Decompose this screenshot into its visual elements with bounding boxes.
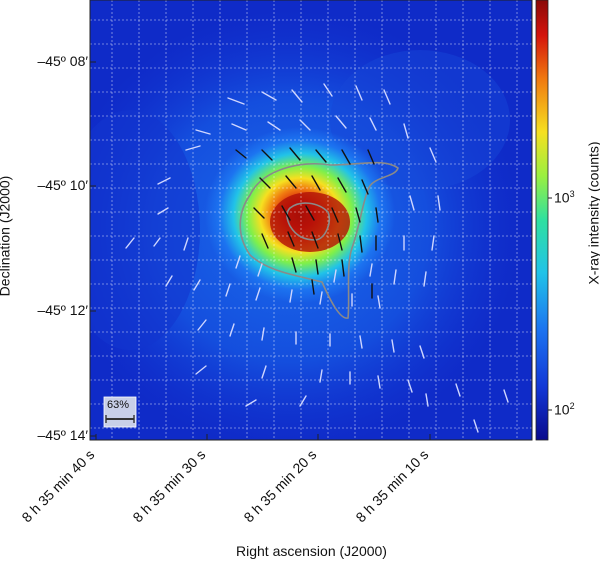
y-axis-label: Declination (J2000) <box>0 175 13 297</box>
ytick-label: –45º 14′ <box>37 427 88 443</box>
colorbar-label: X-ray intensity (counts) <box>585 141 600 285</box>
colorbar <box>535 0 552 441</box>
polarization-vectors <box>125 83 509 433</box>
x-axis-label: Right ascension (J2000) <box>236 543 387 559</box>
ytick-label: –45º 12′ <box>37 302 88 318</box>
axis-ticks <box>90 61 431 440</box>
coordinate-grid <box>90 0 532 440</box>
plot-frame <box>89 0 533 441</box>
colorbar-tick-1000: 103 <box>554 189 575 206</box>
scale-bar-label: 63% <box>107 399 130 411</box>
polarization-scale-bar <box>103 396 137 428</box>
ytick-label: –45º 08′ <box>37 53 88 69</box>
ytick-label: –45º 10′ <box>37 177 88 193</box>
xray-image <box>90 0 532 440</box>
intensity-contours <box>239 161 399 319</box>
outer-contour <box>239 161 399 319</box>
colorbar-tick-100: 102 <box>554 401 575 418</box>
inner-contour <box>286 202 331 241</box>
